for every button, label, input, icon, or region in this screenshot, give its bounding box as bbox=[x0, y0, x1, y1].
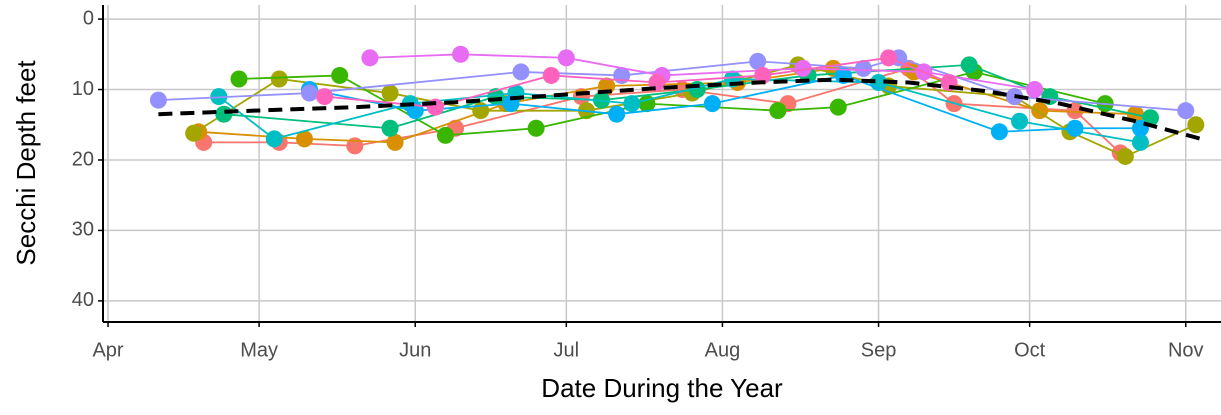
point bbox=[381, 119, 399, 137]
point bbox=[230, 70, 248, 88]
point bbox=[960, 56, 978, 74]
point bbox=[1116, 147, 1134, 165]
point bbox=[361, 49, 379, 67]
x-tick-label: Aug bbox=[705, 339, 741, 361]
x-tick-label: Apr bbox=[92, 339, 123, 361]
trend-line bbox=[158, 77, 1202, 141]
point bbox=[703, 95, 721, 113]
point bbox=[1131, 133, 1149, 151]
y-tick-label: 20 bbox=[72, 148, 94, 170]
point bbox=[1066, 119, 1084, 137]
point bbox=[1141, 109, 1159, 127]
point bbox=[512, 63, 530, 81]
point bbox=[436, 126, 454, 144]
y-tick-label: 0 bbox=[83, 7, 94, 29]
point bbox=[331, 66, 349, 84]
point bbox=[1011, 112, 1029, 130]
point bbox=[426, 98, 444, 116]
point bbox=[386, 133, 404, 151]
point bbox=[990, 123, 1008, 141]
point bbox=[608, 105, 626, 123]
point bbox=[300, 84, 318, 102]
x-axis-title: Date During the Year bbox=[541, 373, 783, 403]
point bbox=[295, 130, 313, 148]
x-tick-label: Nov bbox=[1168, 339, 1204, 361]
x-tick-label: May bbox=[240, 339, 278, 361]
point bbox=[527, 119, 545, 137]
point bbox=[880, 49, 898, 67]
y-tick-label: 30 bbox=[72, 219, 94, 241]
y-tick-label: 10 bbox=[72, 78, 94, 100]
point bbox=[270, 70, 288, 88]
point bbox=[557, 49, 575, 67]
point bbox=[265, 130, 283, 148]
x-tick-label: Oct bbox=[1014, 339, 1046, 361]
point bbox=[215, 105, 233, 123]
point bbox=[749, 52, 767, 70]
y-tick-label: 40 bbox=[72, 289, 94, 311]
point bbox=[149, 91, 167, 109]
x-tick-label: Sep bbox=[861, 339, 897, 361]
point bbox=[854, 59, 872, 77]
point bbox=[316, 88, 334, 106]
y-axis-title: Secchi Depth feet bbox=[11, 60, 41, 266]
point bbox=[381, 84, 399, 102]
x-tick-label: Jul bbox=[554, 339, 580, 361]
point bbox=[452, 45, 470, 63]
point bbox=[542, 66, 560, 84]
point bbox=[769, 102, 787, 120]
point bbox=[1187, 116, 1205, 134]
point bbox=[185, 124, 203, 142]
point bbox=[754, 66, 772, 84]
point bbox=[829, 98, 847, 116]
x-tick-label: Jun bbox=[399, 339, 431, 361]
point bbox=[1177, 102, 1195, 120]
point bbox=[623, 95, 641, 113]
point bbox=[1026, 81, 1044, 99]
point bbox=[794, 59, 812, 77]
